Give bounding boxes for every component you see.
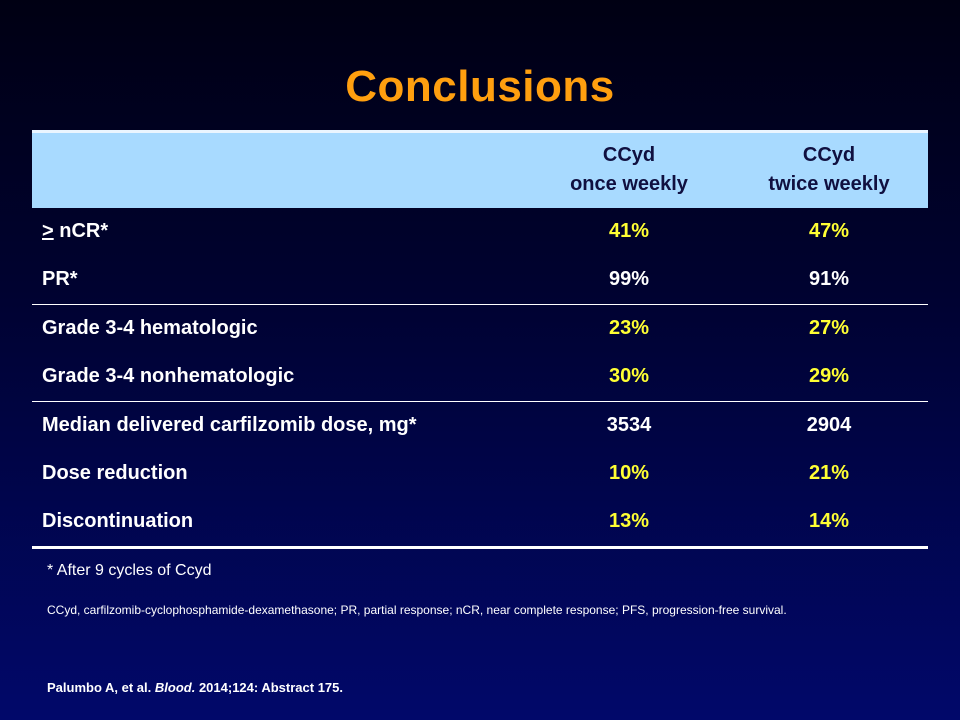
row-label-text: nCR* — [53, 220, 109, 242]
slide-title: Conclusions — [345, 62, 615, 111]
table-row-grade-hematologic: Grade 3-4 hematologic 23% 27% — [32, 305, 928, 353]
greater-or-equal-symbol: > — [42, 220, 54, 242]
column-header-line: CCyd — [602, 144, 656, 166]
row-label: Median delivered carfilzomib dose, mg* — [42, 414, 417, 436]
table-row-discontinuation: Discontinuation 13% 14% — [32, 498, 928, 546]
row-label: Dose reduction — [42, 462, 188, 484]
cell-once-weekly: 99% — [608, 268, 650, 290]
cell-twice-weekly: 29% — [808, 365, 850, 387]
table-row-ncr: > nCR* 41% 47% — [32, 208, 928, 256]
row-label: Grade 3-4 nonhematologic — [42, 365, 295, 387]
table-row-dose-reduction: Dose reduction 10% 21% — [32, 450, 928, 498]
cell-once-weekly: 30% — [608, 365, 650, 387]
table-bottom-border — [32, 546, 928, 549]
table-row-pr: PR* 99% 91% — [32, 256, 928, 304]
cell-once-weekly: 10% — [608, 462, 650, 484]
row-label: Grade 3-4 hematologic — [42, 317, 258, 339]
citation: Palumbo A, et al. Blood. 2014;124: Abstr… — [47, 680, 343, 695]
footnote: * After 9 cycles of Ccyd — [47, 562, 212, 579]
cell-twice-weekly: 14% — [808, 510, 850, 532]
table-row-grade-nonhematologic: Grade 3-4 nonhematologic 30% 29% — [32, 353, 928, 401]
citation-authors: Palumbo A, et al. — [47, 680, 152, 695]
table-row-median-dose: Median delivered carfilzomib dose, mg* 3… — [32, 402, 928, 450]
table-header: CCyd once weekly CCyd twice weekly — [32, 130, 928, 208]
citation-journal: Blood. — [154, 680, 196, 695]
column-header-once-weekly: CCyd once weekly — [529, 141, 729, 199]
citation-details: 2014;124: Abstract 175. — [198, 680, 344, 695]
cell-once-weekly: 23% — [608, 317, 650, 339]
column-header-line: twice weekly — [768, 173, 890, 195]
column-header-twice-weekly: CCyd twice weekly — [729, 141, 929, 199]
row-divider — [32, 304, 928, 305]
cell-once-weekly: 3534 — [606, 414, 652, 436]
row-label: > nCR* — [42, 220, 108, 243]
cell-twice-weekly: 21% — [808, 462, 850, 484]
cell-twice-weekly: 2904 — [806, 414, 852, 436]
cell-twice-weekly: 47% — [808, 220, 850, 242]
column-header-line: once weekly — [570, 173, 688, 195]
abbreviations-note: CCyd, carfilzomib-cyclophosphamide-dexam… — [47, 603, 787, 617]
conclusions-table: CCyd once weekly CCyd twice weekly > nCR… — [32, 130, 928, 549]
row-divider — [32, 401, 928, 402]
cell-once-weekly: 13% — [608, 510, 650, 532]
cell-once-weekly: 41% — [608, 220, 650, 242]
row-label: Discontinuation — [42, 510, 194, 532]
cell-twice-weekly: 27% — [808, 317, 850, 339]
cell-twice-weekly: 91% — [808, 268, 850, 290]
column-header-line: CCyd — [802, 144, 856, 166]
row-label: PR* — [42, 268, 78, 290]
